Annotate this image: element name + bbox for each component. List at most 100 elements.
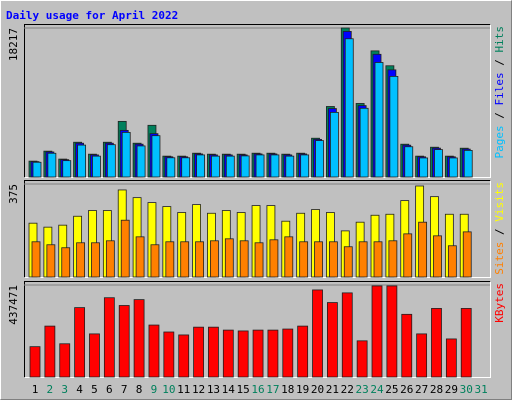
- bar: [120, 219, 130, 278]
- bar: [77, 144, 87, 178]
- x-tick-label: 27: [415, 383, 428, 396]
- x-tick-label: 5: [91, 383, 98, 396]
- x-tick-label: 7: [121, 383, 128, 396]
- bar: [356, 340, 368, 378]
- plot-border-dark: [24, 180, 491, 278]
- x-tick-label: 6: [106, 383, 113, 396]
- bar: [314, 241, 323, 278]
- plot-border-light: [24, 281, 491, 378]
- legend-entry: KBytes: [493, 283, 506, 323]
- plot-border-light: [24, 180, 491, 278]
- bar: [270, 154, 280, 178]
- x-tick-label: 19: [296, 383, 309, 396]
- bar: [196, 154, 205, 178]
- bar: [299, 241, 309, 278]
- y-tick-label: 18217: [7, 28, 20, 61]
- bar: [91, 242, 100, 278]
- x-tick-label: 16: [251, 383, 264, 396]
- bar: [135, 236, 145, 278]
- x-tick-label: 21: [326, 383, 339, 396]
- x-tick-label: 17: [266, 383, 279, 396]
- bar: [118, 305, 130, 378]
- bar: [224, 238, 234, 278]
- x-tick-label: 29: [445, 383, 458, 396]
- bar: [106, 144, 116, 178]
- bar: [32, 161, 42, 178]
- bar: [460, 308, 472, 378]
- bar: [133, 299, 145, 378]
- bar: [254, 242, 264, 278]
- plot-border-dark: [24, 24, 491, 178]
- bar: [416, 333, 428, 378]
- x-tick-label: 23: [356, 383, 369, 396]
- bar: [329, 111, 339, 178]
- bar: [239, 240, 249, 278]
- bar: [401, 313, 413, 378]
- x-tick-label: 2: [47, 383, 54, 396]
- bar: [463, 150, 473, 178]
- bar: [341, 292, 353, 378]
- bar: [403, 233, 413, 278]
- x-tick-label: 11: [177, 383, 190, 396]
- x-tick-label: 31: [474, 383, 487, 396]
- bar: [31, 241, 41, 278]
- bar: [222, 329, 234, 378]
- x-tick-label: 8: [136, 383, 143, 396]
- bar: [148, 324, 160, 378]
- bar: [282, 328, 294, 378]
- y-tick-label: 437471: [7, 285, 20, 325]
- x-tick-label: 18: [281, 383, 294, 396]
- bar: [166, 157, 176, 178]
- bar: [445, 338, 457, 378]
- x-tick-label: 10: [162, 383, 175, 396]
- bar: [434, 149, 443, 178]
- bar: [359, 107, 369, 178]
- bar: [373, 241, 383, 278]
- x-tick-label: 28: [430, 383, 443, 396]
- legend-entry: Visits: [493, 182, 506, 222]
- bar: [326, 302, 338, 378]
- bar: [371, 285, 383, 378]
- bar: [358, 241, 368, 278]
- bar: [105, 240, 115, 278]
- bar: [269, 239, 279, 278]
- bar: [59, 343, 71, 378]
- bar: [210, 240, 219, 278]
- x-tick-label: 15: [237, 383, 250, 396]
- legend: Sites / Visits: [493, 182, 506, 275]
- bar: [237, 330, 249, 378]
- x-tick-label: 22: [341, 383, 354, 396]
- x-tick-label: 26: [400, 383, 413, 396]
- legend-separator: /: [493, 222, 506, 242]
- bar: [225, 155, 235, 178]
- bar: [404, 146, 414, 178]
- bar: [61, 247, 71, 278]
- bar: [374, 62, 384, 178]
- bar: [447, 245, 457, 278]
- x-tick-label: 4: [76, 383, 83, 396]
- bar: [267, 329, 279, 378]
- bar: [315, 140, 324, 178]
- bar: [462, 231, 472, 278]
- legend-entry: Pages: [493, 125, 506, 158]
- x-tick-label: 3: [61, 383, 68, 396]
- y-tick-label: 375: [7, 184, 20, 204]
- x-tick-label: 25: [385, 383, 398, 396]
- x-tick-label: 9: [151, 383, 158, 396]
- bar: [255, 154, 265, 178]
- legend: Pages / Files / Hits: [493, 26, 506, 159]
- bar: [252, 329, 264, 378]
- bar: [343, 246, 353, 278]
- x-tick-label: 13: [207, 383, 220, 396]
- bar: [285, 155, 295, 178]
- bar: [44, 325, 56, 378]
- bar: [76, 242, 86, 278]
- legend: KBytes: [493, 283, 506, 323]
- bar: [165, 241, 175, 278]
- x-tick-label: 1: [32, 383, 39, 396]
- bar: [180, 241, 190, 278]
- bar: [389, 75, 399, 178]
- bar: [163, 331, 175, 378]
- bar: [211, 155, 220, 178]
